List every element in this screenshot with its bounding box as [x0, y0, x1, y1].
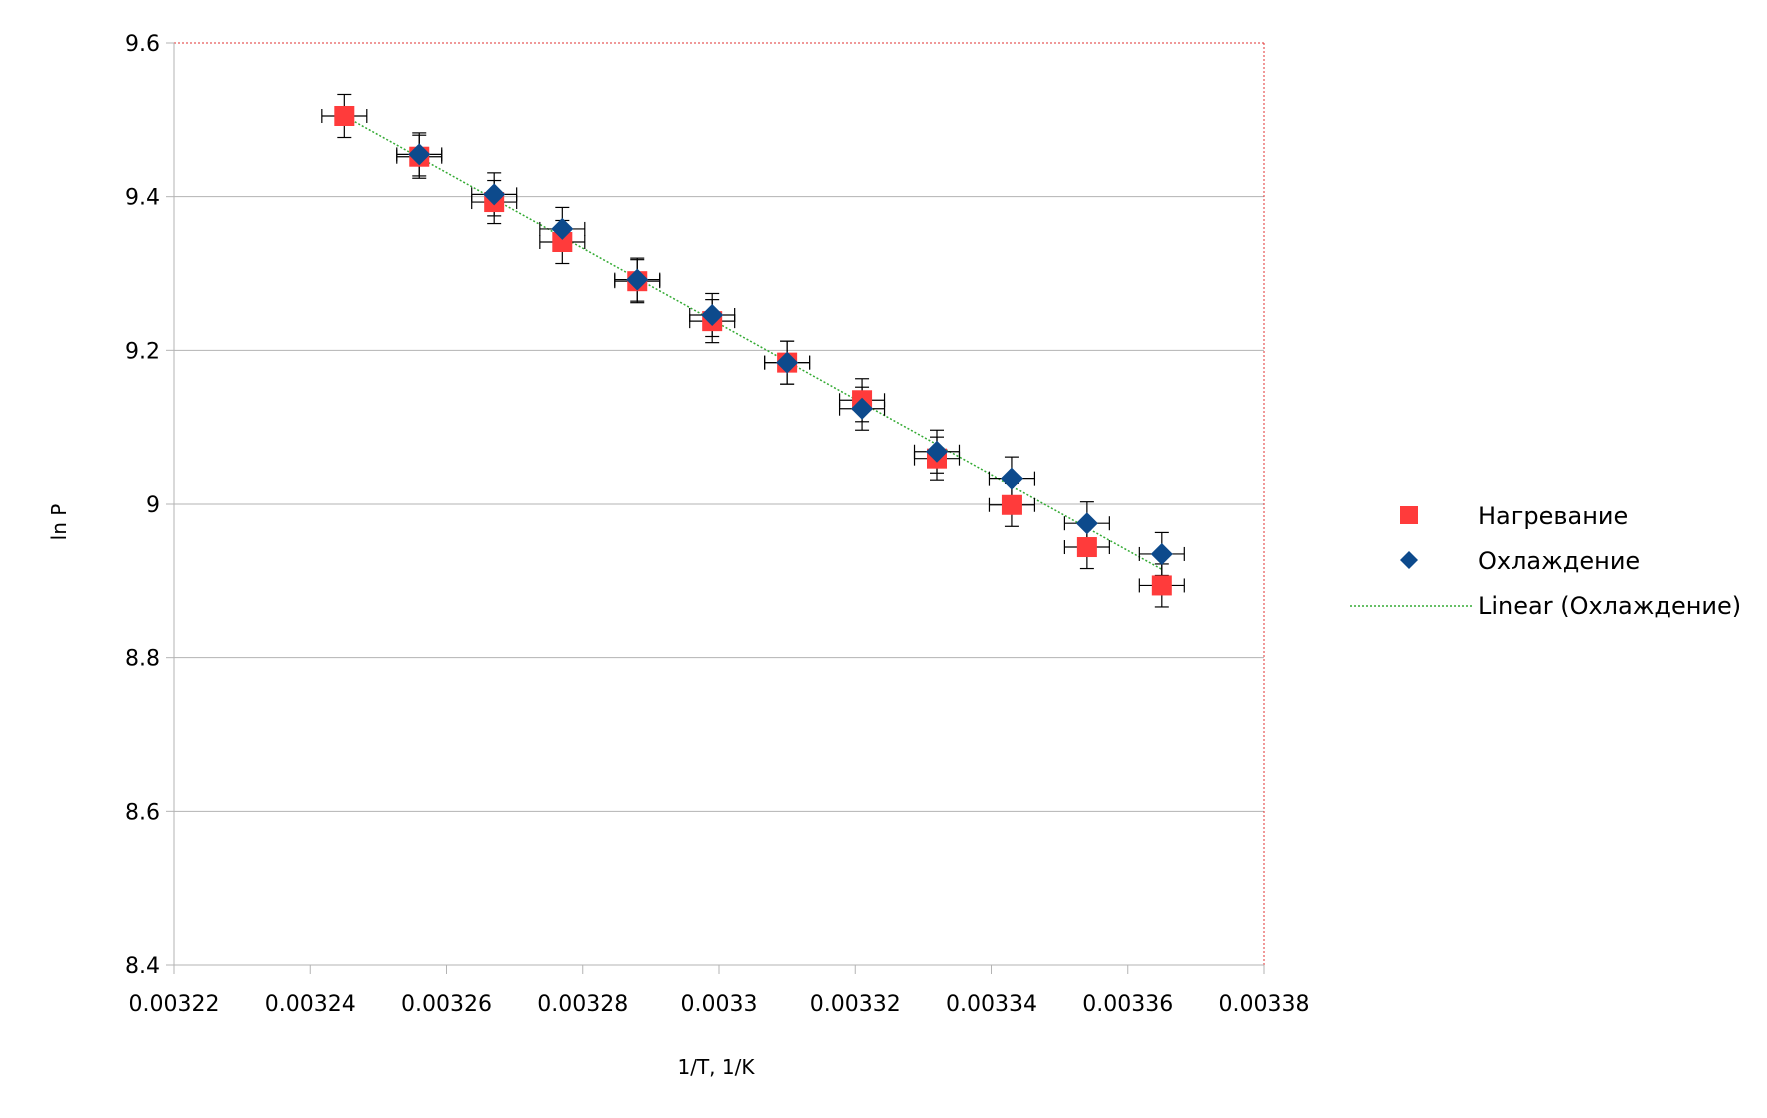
- axes: [166, 42, 1265, 974]
- legend-label-trendline: Linear (Охлаждение): [1478, 592, 1741, 620]
- trendline: [343, 115, 1163, 570]
- legend-label-heating: Нагревание: [1478, 502, 1628, 530]
- point-heating: [334, 105, 355, 126]
- point-cooling: [483, 183, 506, 206]
- point-cooling: [1150, 542, 1173, 565]
- x-axis-title: 1/T, 1/K: [678, 1055, 756, 1079]
- point-heating: [1001, 494, 1022, 515]
- point-cooling: [1000, 467, 1023, 490]
- x-tick-label: 0.00322: [129, 992, 220, 1017]
- y-tick-label: 8.6: [125, 800, 160, 825]
- x-tick-label: 0.00338: [1219, 992, 1310, 1017]
- y-tick-label: 9.2: [125, 339, 160, 364]
- legend: Нагревание Охлаждение Linear (Охлаждение…: [1350, 502, 1741, 620]
- y-tick-label: 9.4: [125, 186, 160, 211]
- y-tick-label: 8.8: [125, 647, 160, 672]
- point-heating: [1076, 537, 1097, 558]
- trendline-path: [343, 115, 1163, 570]
- y-axis-title: ln P: [47, 504, 71, 541]
- x-tick-label: 0.00326: [401, 992, 492, 1017]
- y-tick-label: 9: [146, 493, 160, 518]
- x-tick-label: 0.00332: [810, 992, 901, 1017]
- x-tick-label: 0.00324: [265, 992, 356, 1017]
- x-tick-label: 0.0033: [681, 992, 758, 1017]
- point-heating: [1151, 575, 1172, 596]
- point-cooling: [408, 143, 431, 166]
- tick-labels: 8.4 8.6 8.8 9 9.2 9.4 9.6 0.00322 0.00324 0.00326…: [125, 32, 1309, 1017]
- point-cooling: [626, 268, 649, 291]
- point-cooling: [701, 303, 724, 326]
- point-cooling: [926, 440, 948, 463]
- legend-marker-cooling: [1400, 551, 1418, 569]
- y-tick-label: 9.6: [125, 32, 160, 57]
- point-cooling: [776, 351, 799, 374]
- x-tick-label: 0.00336: [1082, 992, 1173, 1017]
- x-tick-label: 0.00334: [946, 992, 1037, 1017]
- legend-marker-heating: [1400, 506, 1418, 524]
- x-tick-label: 0.00328: [537, 992, 628, 1017]
- y-tick-label: 8.4: [125, 954, 160, 979]
- point-heating: [552, 231, 573, 252]
- point-cooling: [851, 397, 874, 420]
- data-points: [334, 105, 1173, 596]
- point-cooling: [1075, 512, 1098, 535]
- gridlines: [174, 42, 1264, 966]
- legend-label-cooling: Охлаждение: [1478, 547, 1640, 575]
- point-cooling: [551, 217, 574, 240]
